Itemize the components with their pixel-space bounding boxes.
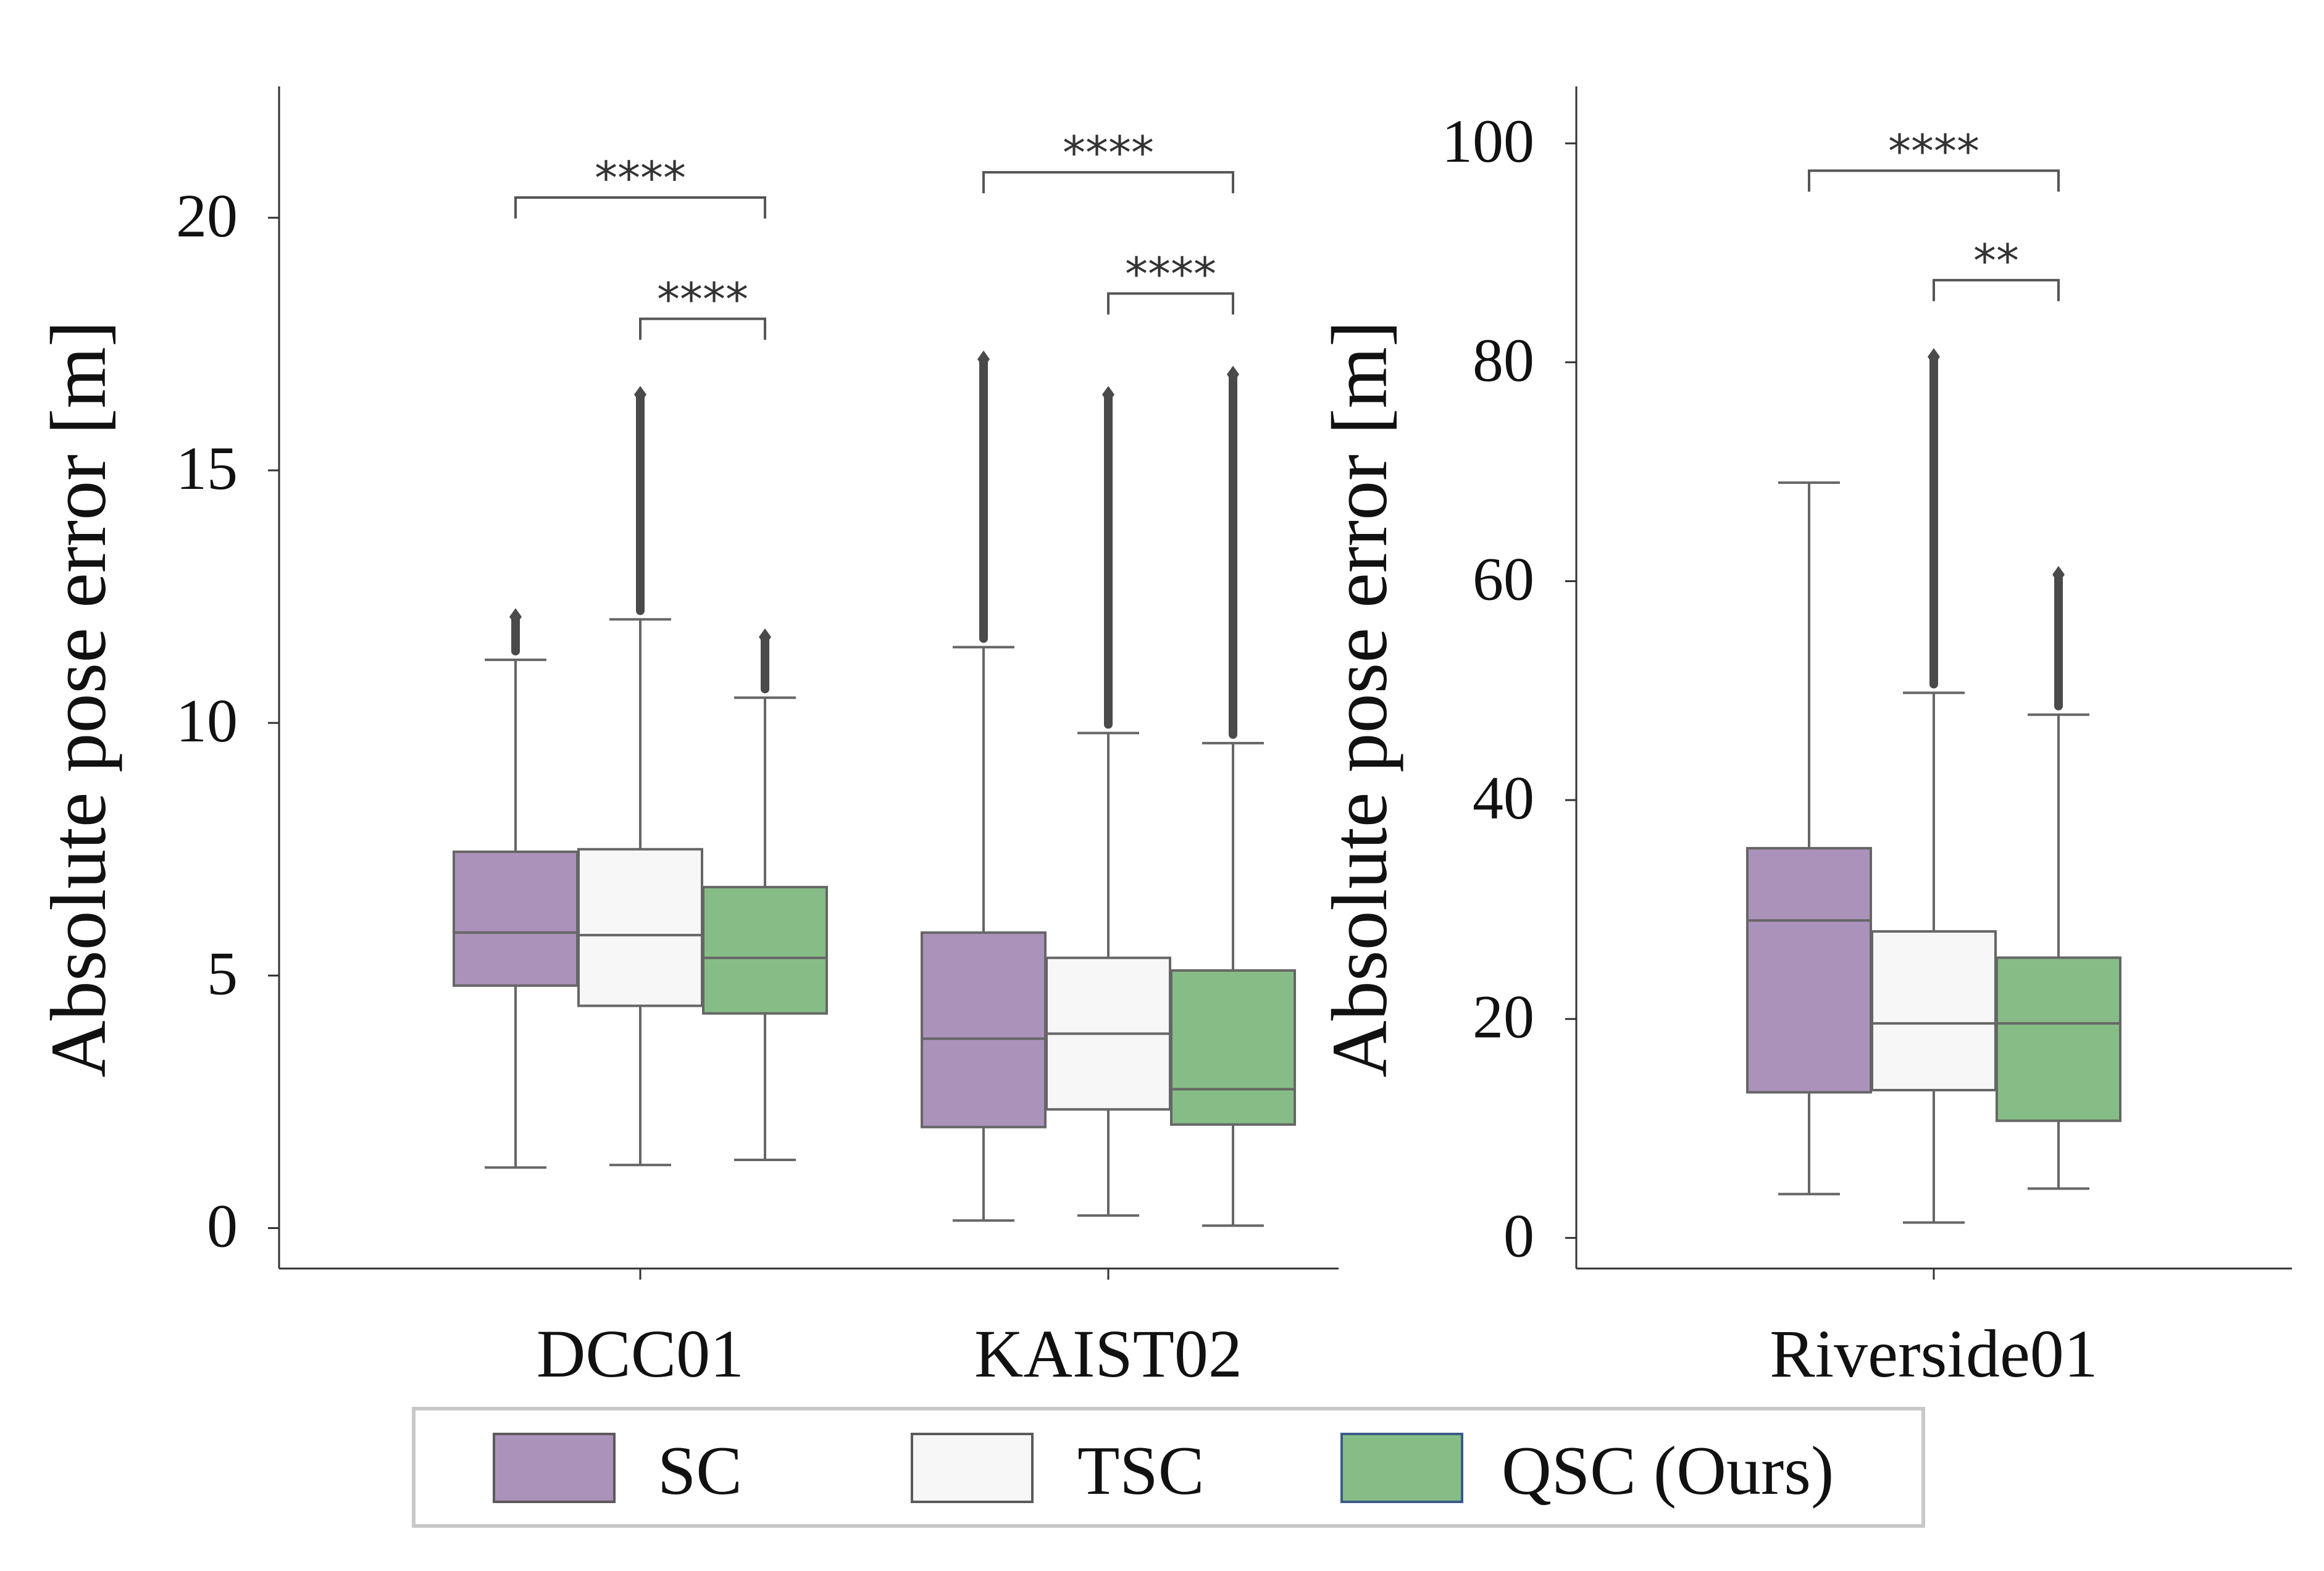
- box-outlier-top: [759, 628, 771, 646]
- legend-label: QSC (Ours): [1502, 1433, 1834, 1509]
- significance-bracket: [982, 171, 1234, 194]
- legend-swatch: [493, 1433, 616, 1503]
- y-tick-label: 10: [176, 686, 238, 755]
- significance-label: ****: [595, 152, 686, 205]
- significance-label: ****: [1888, 125, 1979, 178]
- box-body: [921, 931, 1047, 1128]
- y-tick-label: 5: [207, 939, 238, 1007]
- significance-label: ****: [1063, 127, 1154, 180]
- y-axis-label: Absolute pose error [m]: [35, 320, 122, 1077]
- significance-bracket: [639, 317, 766, 340]
- panel-right-riverside01: 0 20 40 60 80 100 Absolute pose error [m] River…: [1316, 86, 2292, 1391]
- box-outlier-top: [509, 608, 522, 626]
- y-tick-label: 60: [1473, 544, 1534, 613]
- y-tick-label: 15: [176, 434, 238, 502]
- box-outlier-top: [2052, 565, 2065, 583]
- significance-bracket: [1107, 292, 1234, 315]
- box-body: [1996, 956, 2121, 1122]
- y-axis-label: Absolute pose error [m]: [1316, 320, 1403, 1077]
- panel-left-dcc01-kaist02: 0 5 10 15 20 Absolute pose error [m] DCC01 KAIS…: [35, 86, 1339, 1391]
- significance-bracket: [1808, 169, 2060, 192]
- significance-label: ****: [1125, 248, 1216, 301]
- x-tick-label: Riverside01: [1770, 1316, 2098, 1391]
- significance-bracket: [1933, 278, 2060, 301]
- y-tick-label: 20: [176, 181, 238, 250]
- box-outlier-top: [634, 386, 646, 404]
- y-tick-label: 100: [1442, 107, 1534, 175]
- box-body: [1871, 930, 1997, 1091]
- legend-frame: [412, 1407, 1925, 1528]
- box-body: [577, 848, 703, 1007]
- box-outlier-top: [977, 350, 990, 368]
- y-tick-label: 0: [1503, 1201, 1534, 1270]
- y-tick-label: 20: [1473, 983, 1534, 1051]
- y-tick-label: 80: [1473, 326, 1534, 394]
- significance-bracket: [514, 196, 766, 219]
- box-body: [1746, 847, 1872, 1094]
- x-tick-label: KAIST02: [974, 1316, 1242, 1391]
- y-tick-label: 40: [1473, 764, 1534, 832]
- legend: SC TSC QSC (Ours): [412, 1407, 1925, 1528]
- box-body: [702, 886, 828, 1015]
- y-tick-label: 0: [207, 1192, 238, 1261]
- legend-label: TSC: [1077, 1433, 1204, 1509]
- box-outlier-top: [1928, 348, 1940, 365]
- legend-label: SC: [658, 1433, 742, 1509]
- box-outlier-top: [1227, 365, 1239, 383]
- significance-label: **: [1973, 235, 2019, 288]
- legend-swatch: [1340, 1433, 1463, 1503]
- box-body: [1170, 969, 1296, 1126]
- box-outlier-top: [1102, 386, 1114, 404]
- significance-label: ****: [657, 273, 748, 326]
- x-tick-label: DCC01: [537, 1316, 744, 1391]
- legend-swatch: [911, 1433, 1034, 1503]
- box-body: [453, 850, 579, 987]
